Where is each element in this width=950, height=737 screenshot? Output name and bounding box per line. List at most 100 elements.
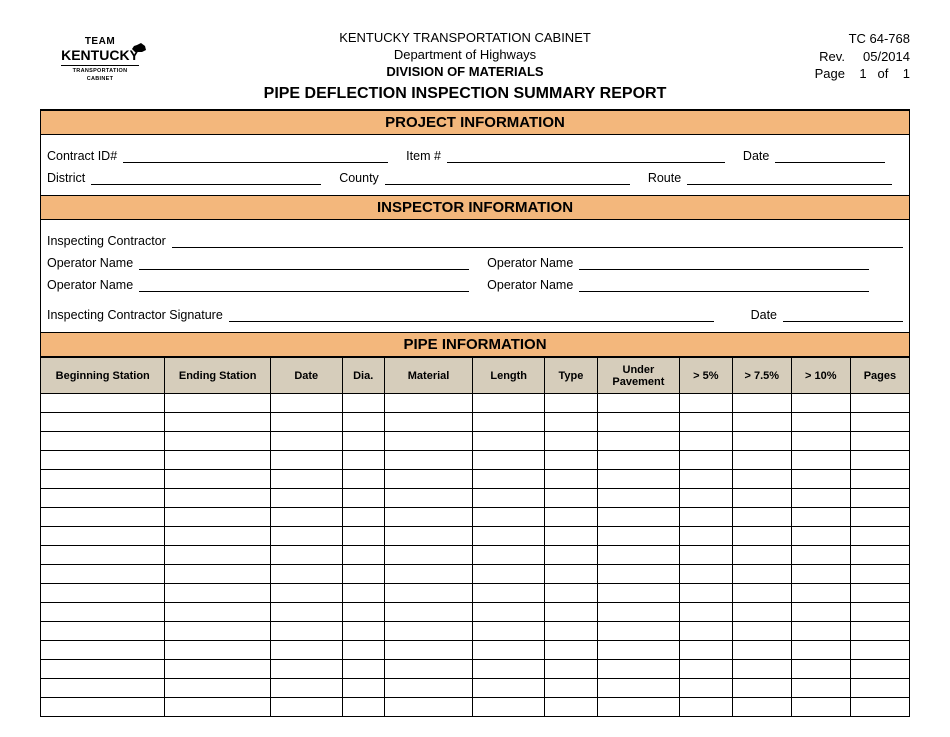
table-cell[interactable]: [342, 394, 384, 413]
table-cell[interactable]: [850, 394, 909, 413]
table-cell[interactable]: [41, 413, 165, 432]
table-cell[interactable]: [270, 584, 342, 603]
table-cell[interactable]: [732, 470, 791, 489]
table-cell[interactable]: [165, 508, 270, 527]
table-cell[interactable]: [41, 679, 165, 698]
table-cell[interactable]: [791, 527, 850, 546]
table-cell[interactable]: [680, 470, 733, 489]
table-cell[interactable]: [165, 679, 270, 698]
table-cell[interactable]: [473, 565, 545, 584]
table-cell[interactable]: [384, 470, 473, 489]
table-cell[interactable]: [545, 622, 598, 641]
table-cell[interactable]: [384, 641, 473, 660]
table-cell[interactable]: [342, 679, 384, 698]
table-cell[interactable]: [270, 432, 342, 451]
table-cell[interactable]: [791, 508, 850, 527]
table-cell[interactable]: [41, 565, 165, 584]
table-cell[interactable]: [732, 451, 791, 470]
table-cell[interactable]: [41, 451, 165, 470]
table-cell[interactable]: [165, 451, 270, 470]
table-cell[interactable]: [41, 641, 165, 660]
table-cell[interactable]: [384, 679, 473, 698]
input-operator2[interactable]: [579, 254, 869, 270]
table-cell[interactable]: [850, 660, 909, 679]
table-cell[interactable]: [165, 470, 270, 489]
table-cell[interactable]: [732, 527, 791, 546]
table-cell[interactable]: [850, 527, 909, 546]
table-cell[interactable]: [545, 698, 598, 717]
table-cell[interactable]: [270, 565, 342, 584]
table-cell[interactable]: [41, 660, 165, 679]
table-cell[interactable]: [342, 603, 384, 622]
table-cell[interactable]: [545, 394, 598, 413]
table-cell[interactable]: [270, 679, 342, 698]
table-cell[interactable]: [270, 489, 342, 508]
table-cell[interactable]: [270, 470, 342, 489]
input-operator1[interactable]: [139, 254, 469, 270]
table-cell[interactable]: [850, 432, 909, 451]
table-cell[interactable]: [342, 470, 384, 489]
table-cell[interactable]: [791, 413, 850, 432]
table-cell[interactable]: [680, 527, 733, 546]
table-cell[interactable]: [732, 394, 791, 413]
table-cell[interactable]: [342, 565, 384, 584]
table-cell[interactable]: [342, 546, 384, 565]
table-cell[interactable]: [680, 660, 733, 679]
table-cell[interactable]: [850, 622, 909, 641]
table-cell[interactable]: [270, 527, 342, 546]
table-cell[interactable]: [41, 622, 165, 641]
table-cell[interactable]: [41, 489, 165, 508]
table-cell[interactable]: [545, 451, 598, 470]
table-cell[interactable]: [41, 546, 165, 565]
table-cell[interactable]: [384, 432, 473, 451]
table-cell[interactable]: [384, 489, 473, 508]
table-cell[interactable]: [732, 679, 791, 698]
table-cell[interactable]: [680, 546, 733, 565]
table-cell[interactable]: [732, 660, 791, 679]
table-cell[interactable]: [545, 584, 598, 603]
table-cell[interactable]: [732, 698, 791, 717]
table-cell[interactable]: [791, 394, 850, 413]
table-cell[interactable]: [850, 679, 909, 698]
table-cell[interactable]: [680, 565, 733, 584]
table-cell[interactable]: [732, 413, 791, 432]
table-cell[interactable]: [41, 432, 165, 451]
table-cell[interactable]: [791, 489, 850, 508]
table-cell[interactable]: [270, 622, 342, 641]
table-cell[interactable]: [545, 489, 598, 508]
table-cell[interactable]: [680, 508, 733, 527]
table-cell[interactable]: [270, 660, 342, 679]
table-cell[interactable]: [473, 603, 545, 622]
input-operator3[interactable]: [139, 276, 469, 292]
table-cell[interactable]: [384, 698, 473, 717]
table-cell[interactable]: [850, 508, 909, 527]
table-cell[interactable]: [597, 565, 679, 584]
table-cell[interactable]: [384, 660, 473, 679]
table-cell[interactable]: [165, 622, 270, 641]
table-cell[interactable]: [791, 565, 850, 584]
table-cell[interactable]: [384, 527, 473, 546]
table-cell[interactable]: [791, 451, 850, 470]
table-cell[interactable]: [791, 470, 850, 489]
table-cell[interactable]: [732, 546, 791, 565]
table-cell[interactable]: [545, 508, 598, 527]
table-cell[interactable]: [473, 489, 545, 508]
table-cell[interactable]: [597, 413, 679, 432]
table-cell[interactable]: [597, 432, 679, 451]
table-cell[interactable]: [545, 470, 598, 489]
table-cell[interactable]: [384, 622, 473, 641]
table-cell[interactable]: [732, 508, 791, 527]
table-cell[interactable]: [545, 413, 598, 432]
table-cell[interactable]: [680, 394, 733, 413]
table-cell[interactable]: [384, 565, 473, 584]
table-cell[interactable]: [791, 432, 850, 451]
table-cell[interactable]: [342, 413, 384, 432]
table-cell[interactable]: [473, 641, 545, 660]
table-cell[interactable]: [791, 622, 850, 641]
table-cell[interactable]: [545, 546, 598, 565]
table-cell[interactable]: [597, 451, 679, 470]
table-cell[interactable]: [597, 470, 679, 489]
table-cell[interactable]: [165, 660, 270, 679]
table-cell[interactable]: [791, 546, 850, 565]
table-cell[interactable]: [342, 527, 384, 546]
